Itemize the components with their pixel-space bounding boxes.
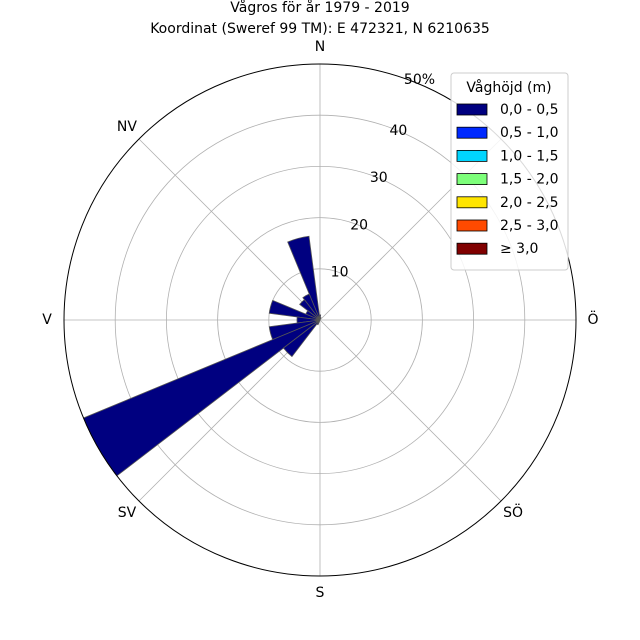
legend-swatch xyxy=(456,196,488,209)
sector-bar xyxy=(316,319,321,326)
direction-label: Ö xyxy=(587,310,598,328)
axis-labels: N NV V SV S SÖ Ö 10 20 30 40 50% xyxy=(42,39,598,601)
sector-bar xyxy=(268,299,321,321)
sector-bars xyxy=(82,235,322,477)
grid-spoke xyxy=(138,138,321,321)
legend: Våghöjd (m) 0,0 - 0,5 0,5 - 1,0 1,0 - 1,5 1… xyxy=(450,72,569,271)
legend-label: ≥ 3,0 xyxy=(500,241,538,257)
radial-max-label: 50% xyxy=(404,72,435,88)
legend-label: 1,5 - 2,0 xyxy=(500,172,558,188)
sector-bar xyxy=(287,235,321,321)
sector-bar xyxy=(302,293,321,321)
legend-label: 0,0 - 0,5 xyxy=(500,102,558,118)
polar-grid xyxy=(64,64,576,576)
radial-tick-label: 40 xyxy=(389,123,407,139)
radial-tick-label: 10 xyxy=(331,265,349,281)
legend-title: Våghöjd (m) xyxy=(466,79,551,96)
direction-label: S xyxy=(316,585,325,601)
legend-swatch xyxy=(456,103,488,116)
grid-spoke xyxy=(319,319,502,502)
sector-bar xyxy=(299,299,321,321)
legend-label: 2,5 - 3,0 xyxy=(500,218,558,234)
legend-label: 2,0 - 2,5 xyxy=(500,195,558,211)
sector-bar xyxy=(319,317,322,321)
legend-swatch xyxy=(456,173,488,186)
sector-bar xyxy=(282,319,321,358)
radial-tick-label: 20 xyxy=(350,217,368,233)
legend-swatch xyxy=(456,149,488,162)
legend-swatch xyxy=(456,242,488,255)
direction-label: V xyxy=(42,312,52,328)
direction-label: SV xyxy=(118,505,137,521)
radial-tick-label: 30 xyxy=(370,170,388,186)
direction-label: N xyxy=(315,39,325,55)
legend-swatch xyxy=(456,219,488,232)
direction-label: SÖ xyxy=(503,503,523,521)
sector-bar xyxy=(82,319,321,477)
legend-label: 0,5 - 1,0 xyxy=(500,125,558,141)
polar-outer-frame xyxy=(63,63,577,577)
chart-title: Vågros för år 1979 - 2019 xyxy=(230,0,409,16)
legend-swatch xyxy=(456,126,488,139)
chart-subtitle: Koordinat (Sweref 99 TM): E 472321, N 62… xyxy=(150,21,490,37)
legend-items: 0,0 - 0,5 0,5 - 1,0 1,0 - 1,5 1,5 - 2,0 2,0 … xyxy=(456,102,558,257)
legend-label: 1,0 - 1,5 xyxy=(500,148,558,164)
direction-label: NV xyxy=(117,119,137,135)
